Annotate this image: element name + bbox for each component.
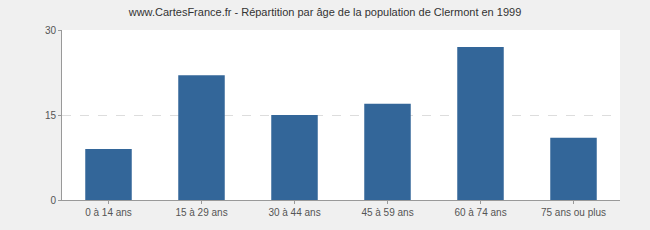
svg-text:45 à 59 ans: 45 à 59 ans [361, 207, 413, 218]
svg-text:15 à 29 ans: 15 à 29 ans [175, 207, 227, 218]
svg-text:www.CartesFrance.fr - Répartit: www.CartesFrance.fr - Répartition par âg… [128, 6, 522, 18]
svg-text:15: 15 [45, 110, 57, 121]
svg-text:30 à 44 ans: 30 à 44 ans [268, 207, 320, 218]
svg-text:0 à 14 ans: 0 à 14 ans [85, 207, 132, 218]
svg-text:60 à 74 ans: 60 à 74 ans [454, 207, 506, 218]
svg-text:0: 0 [50, 195, 56, 206]
svg-text:30: 30 [45, 25, 57, 36]
svg-text:75 ans ou plus: 75 ans ou plus [541, 207, 606, 218]
